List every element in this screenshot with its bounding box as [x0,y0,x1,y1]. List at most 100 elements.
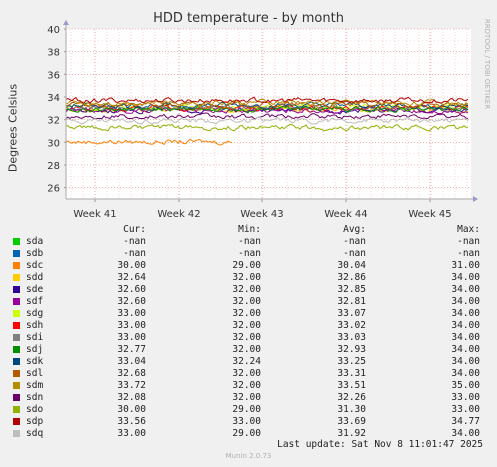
legend-name: sdl [26,368,44,379]
legend-row-sdm: sdm 33.72 32.00 33.51 35.00 [0,380,497,392]
legend-avg: 32.26 [337,392,366,403]
series-line-sdp [65,96,469,104]
legend-avg: 32.86 [337,272,366,283]
legend-swatch [13,310,20,317]
legend-max: 34.00 [451,356,480,367]
legend-row-sdp: sdp 33.56 33.00 33.69 34.77 [0,416,497,428]
legend-min: 32.00 [232,380,261,391]
legend-name: sdm [26,380,44,391]
x-axis-arrow [473,196,478,202]
legend-cur: -nan [123,248,146,259]
legend-min: 32.00 [232,272,261,283]
legend-swatch [13,358,20,365]
x-tick-label: Week 45 [408,209,451,220]
legend-min: 32.00 [232,320,261,331]
legend-name: sdo [26,404,44,415]
legend-cur: 33.72 [117,380,146,391]
legend-swatch [13,298,20,305]
legend-name: sdn [26,392,44,403]
legend-avg: 31.92 [337,428,366,439]
series-line-sdo [65,123,469,132]
y-tick-label: 34 [47,93,60,104]
legend-name: sda [26,236,44,247]
legend-swatch [13,382,20,389]
x-tick-label: Week 44 [324,209,367,220]
legend-cur: 33.00 [117,332,146,343]
series-line-sdn [65,112,469,120]
legend-row-sdk: sdk 33.04 32.24 33.25 34.00 [0,356,497,368]
y-tick-label: 40 [47,25,60,36]
legend-name: sdf [26,296,44,307]
legend-avg: 33.02 [337,320,366,331]
legend-min: 32.00 [232,296,261,307]
legend-cur: 33.00 [117,320,146,331]
legend-swatch [13,334,20,341]
legend-avg: 33.07 [337,308,366,319]
legend-header: Cur: Min: Avg: Max: [0,224,497,236]
y-axis-arrow [63,20,69,25]
legend-row-sdq: sdq 33.00 29.00 31.92 34.00 [0,428,497,440]
legend-max: 34.00 [451,428,480,439]
legend-cur: 33.56 [117,416,146,427]
legend-min: -nan [238,236,261,247]
legend-swatch [13,346,20,353]
y-tick-label: 36 [47,70,60,81]
legend-row-sdd: sdd 32.64 32.00 32.86 34.00 [0,272,497,284]
series-line-sdj [65,105,469,114]
legend-cur: 33.04 [117,356,146,367]
legend-cur: 30.00 [117,260,146,271]
legend-row-sdb: sdb -nan -nan -nan -nan [0,248,497,260]
legend-cur: -nan [123,236,146,247]
legend-max: 31.00 [451,260,480,271]
legend-max: 34.00 [451,272,480,283]
legend-max: 34.00 [451,332,480,343]
legend-avg: 32.81 [337,296,366,307]
legend-max: 34.00 [451,344,480,355]
legend-avg: 32.93 [337,344,366,355]
legend-swatch [13,262,20,269]
legend-swatch [13,274,20,281]
legend-max: 34.77 [451,416,480,427]
legend-swatch [13,322,20,329]
legend-name: sdj [26,344,44,355]
y-tick-label: 38 [47,48,60,59]
legend-min: -nan [238,248,261,259]
legend-row-sdh: sdh 33.00 32.00 33.02 34.00 [0,320,497,332]
legend-row-sdf: sdf 32.60 32.00 32.81 34.00 [0,296,497,308]
legend-avg: 33.69 [337,416,366,427]
legend-name: sdi [26,332,44,343]
series-line-sdq [65,116,469,125]
legend-avg: 33.31 [337,368,366,379]
legend-swatch [13,418,20,425]
legend-cur: 32.68 [117,368,146,379]
legend-cur: 30.00 [117,404,146,415]
legend-max: 35.00 [451,380,480,391]
legend-max: 34.00 [451,368,480,379]
legend-name: sdk [26,356,44,367]
legend-min: 29.00 [232,260,261,271]
legend-min: 29.00 [232,404,261,415]
legend-name: sdp [26,416,44,427]
x-tick-label: Week 43 [240,209,283,220]
legend-swatch [13,286,20,293]
legend-name: sdq [26,428,44,439]
legend-max: 33.00 [451,404,480,415]
x-tick-label: Week 41 [73,209,116,220]
legend-name: sdb [26,248,44,259]
legend-cur: 32.60 [117,284,146,295]
legend-max: 33.00 [451,392,480,403]
legend-swatch [13,394,20,401]
legend-min: 32.00 [232,284,261,295]
legend-min: 32.00 [232,344,261,355]
legend-name: sdd [26,272,44,283]
legend-max: -nan [457,248,480,259]
legend-header-max: Max: [457,224,480,235]
legend-max: 34.00 [451,308,480,319]
temperature-chart: 26 28 30 32 34 36 38 40 Week 41 Week 42 Week 43 Wee… [47,20,478,220]
legend-row-sdo: sdo 30.00 29.00 31.30 33.00 [0,404,497,416]
chart-title: HDD temperature - by month [153,11,344,26]
legend-name: sdg [26,308,44,319]
legend-cur: 33.00 [117,428,146,439]
legend-swatch [13,406,20,413]
legend-row-sdg: sdg 33.00 32.00 33.07 34.00 [0,308,497,320]
